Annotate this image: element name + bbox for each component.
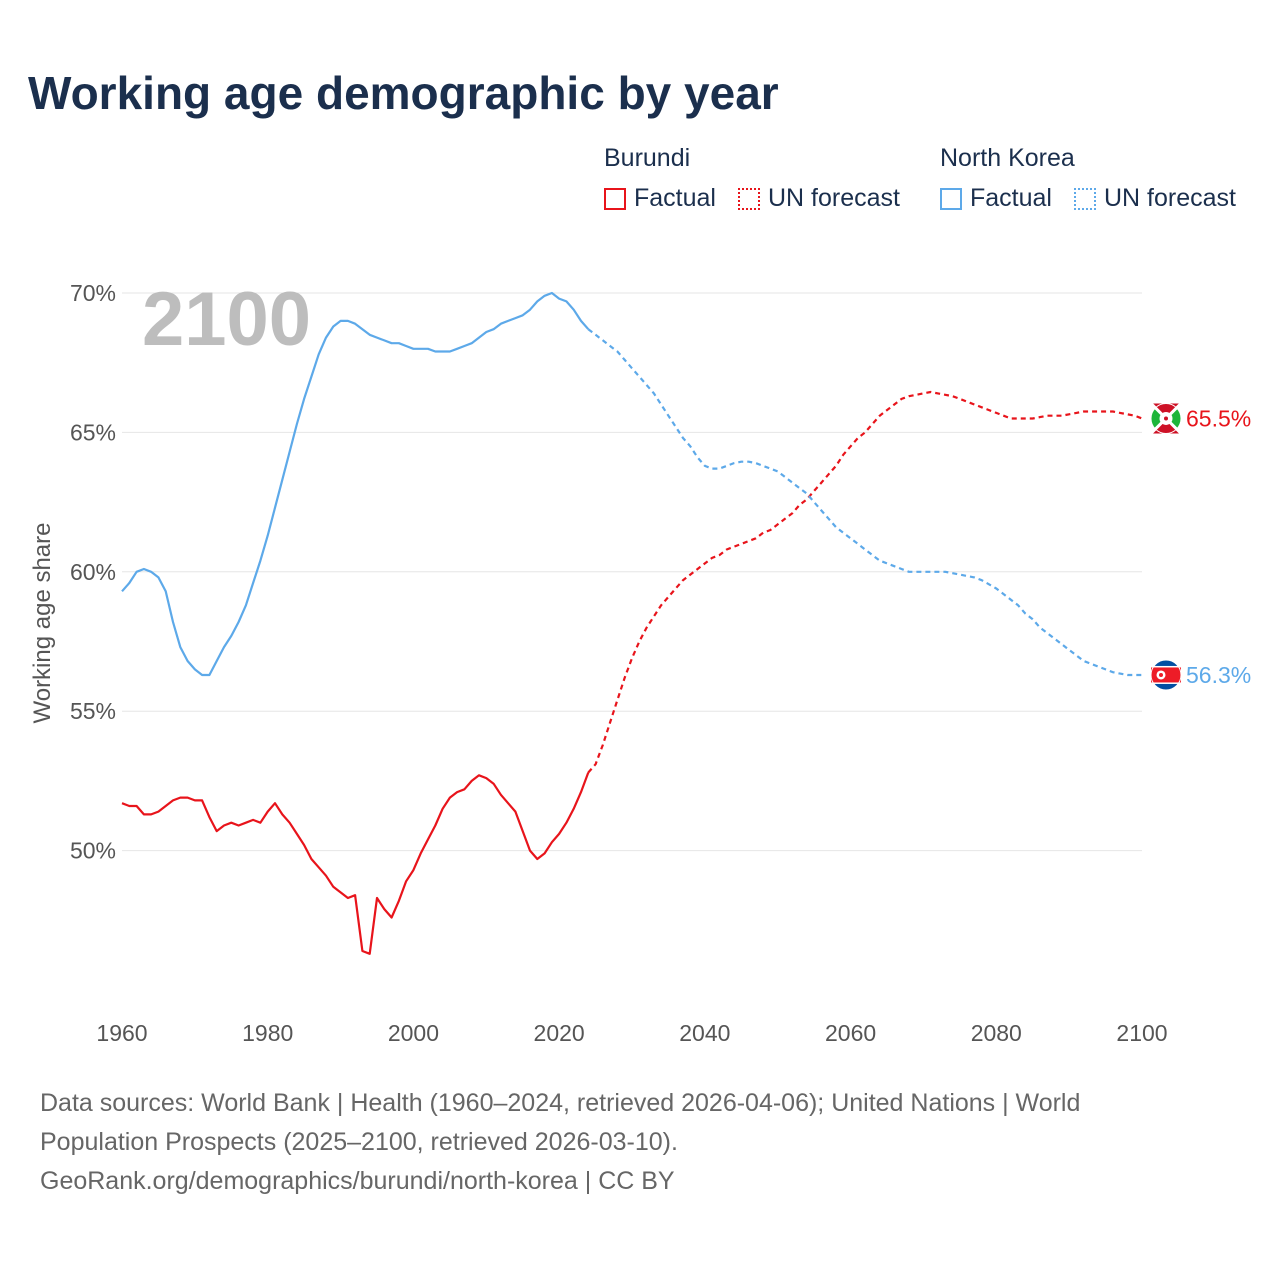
footer: Data sources: World Bank | Health (1960–… <box>40 1084 1240 1201</box>
current-year-label: 2100 <box>142 277 311 362</box>
legend-north-korea-forecast-label: UN forecast <box>1104 184 1236 212</box>
north-korea-factual-line <box>121 291 590 677</box>
x-tick-label: 2100 <box>1116 1020 1167 1046</box>
footer-attribution[interactable]: GeoRank.org/demographics/burundi/north-k… <box>40 1167 675 1195</box>
x-axis-ticks: 1960 1980 2000 2020 2040 2060 2080 2100 <box>96 1020 1167 1046</box>
series-lines <box>121 291 1143 955</box>
legend-solid-swatch-icon <box>604 187 626 210</box>
legend-north-korea-forecast[interactable]: UN forecast <box>1074 184 1236 213</box>
x-tick-label: 1980 <box>242 1020 293 1046</box>
flag-outline <box>1150 402 1182 434</box>
y-tick-label: 50% <box>70 838 116 864</box>
burundi-factual-line <box>121 772 590 955</box>
burundi-flag-icon <box>1149 402 1183 435</box>
x-tick-label: 1960 <box>96 1020 147 1046</box>
legend-burundi-forecast-label: UN forecast <box>768 184 900 212</box>
legend-north-korea-factual-label: Factual <box>970 184 1052 212</box>
legend-dotted-swatch-icon <box>1074 187 1096 210</box>
x-tick-label: 2040 <box>679 1020 730 1046</box>
footer-source-line-2: Population Prospects (2025–2100, retriev… <box>40 1128 678 1156</box>
flag-star <box>1159 672 1163 677</box>
north-korea-forecast-line <box>587 328 1142 677</box>
legend-burundi-forecast[interactable]: UN forecast <box>738 184 900 213</box>
flag-star <box>1164 416 1168 421</box>
gridlines <box>122 292 1142 852</box>
legend-north-korea-factual[interactable]: Factual <box>940 184 1052 213</box>
flag-red-band <box>1151 667 1181 683</box>
legend-solid-swatch-icon <box>940 187 962 210</box>
y-axis-label: Working age share <box>29 523 56 724</box>
series-end-markers: 65.5% 56.3% <box>1149 402 1251 691</box>
x-tick-label: 2020 <box>534 1020 585 1046</box>
legend-burundi-factual[interactable]: Factual <box>604 184 716 213</box>
north-korea-flag-icon <box>1150 659 1182 691</box>
y-tick-label: 65% <box>70 419 116 445</box>
legend-dotted-swatch-icon <box>738 187 760 210</box>
y-tick-label: 55% <box>70 698 116 724</box>
legend-burundi-factual-label: Factual <box>634 184 716 212</box>
y-tick-label: 60% <box>70 559 116 585</box>
chart-title: Working age demographic by year <box>28 67 779 119</box>
flag-red-top <box>1151 403 1181 419</box>
legend-burundi-title: Burundi <box>604 144 691 172</box>
burundi-forecast-line <box>587 390 1143 774</box>
flag-outline <box>1150 659 1182 691</box>
x-tick-label: 2060 <box>825 1020 876 1046</box>
footer-source-line-1: Data sources: World Bank | Health (1960–… <box>40 1089 1081 1117</box>
legend-north-korea-title: North Korea <box>940 144 1075 172</box>
y-axis-ticks: 50% 55% 60% 65% 70% <box>70 280 116 864</box>
north-korea-end-label: 56.3% <box>1186 662 1251 688</box>
y-tick-label: 70% <box>70 280 116 306</box>
x-tick-label: 2080 <box>971 1020 1022 1046</box>
burundi-end-label: 65.5% <box>1186 405 1251 431</box>
flag-red-bottom <box>1151 418 1181 434</box>
x-tick-label: 2000 <box>388 1020 439 1046</box>
line-chart: 50% 55% 60% 65% 70% 1960 1980 2000 2020 2040 2060… <box>29 277 1251 1046</box>
